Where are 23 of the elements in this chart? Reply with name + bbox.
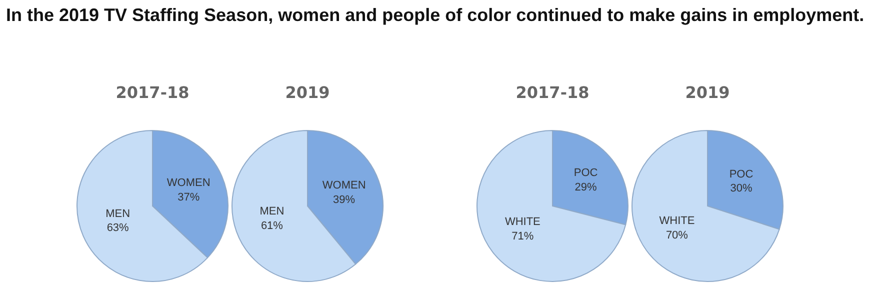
chart-title: 2017-18 [116,83,190,102]
data-label: 29% [574,181,598,194]
pie-slice [632,130,780,282]
slice-label: MEN [260,206,284,218]
data-label: 71% [512,230,534,242]
data-label: 70% [666,229,688,242]
slice-label: WOMEN [166,177,210,190]
chart-title: 2019 [685,83,730,102]
slice-label: POC [729,168,754,180]
data-label: 37% [178,192,200,204]
data-label: 39% [333,194,356,206]
pie-slice [476,130,626,282]
chart-title: 2019 [285,83,330,102]
slice-label: MEN [106,208,130,220]
slice-label: POC [574,167,598,179]
text: In the 2019 TV Staffing Season, women and people of color continued to make gains in employment. [6,4,866,26]
slice-label: WOMEN [322,180,366,192]
slice-label: WHITE [504,216,540,228]
data-label: 63% [106,222,130,234]
slice-label: WHITE [659,215,695,228]
data-label: 61% [260,220,284,232]
chart-title: 2017-18 [516,83,590,102]
data-label: 30% [730,182,752,195]
